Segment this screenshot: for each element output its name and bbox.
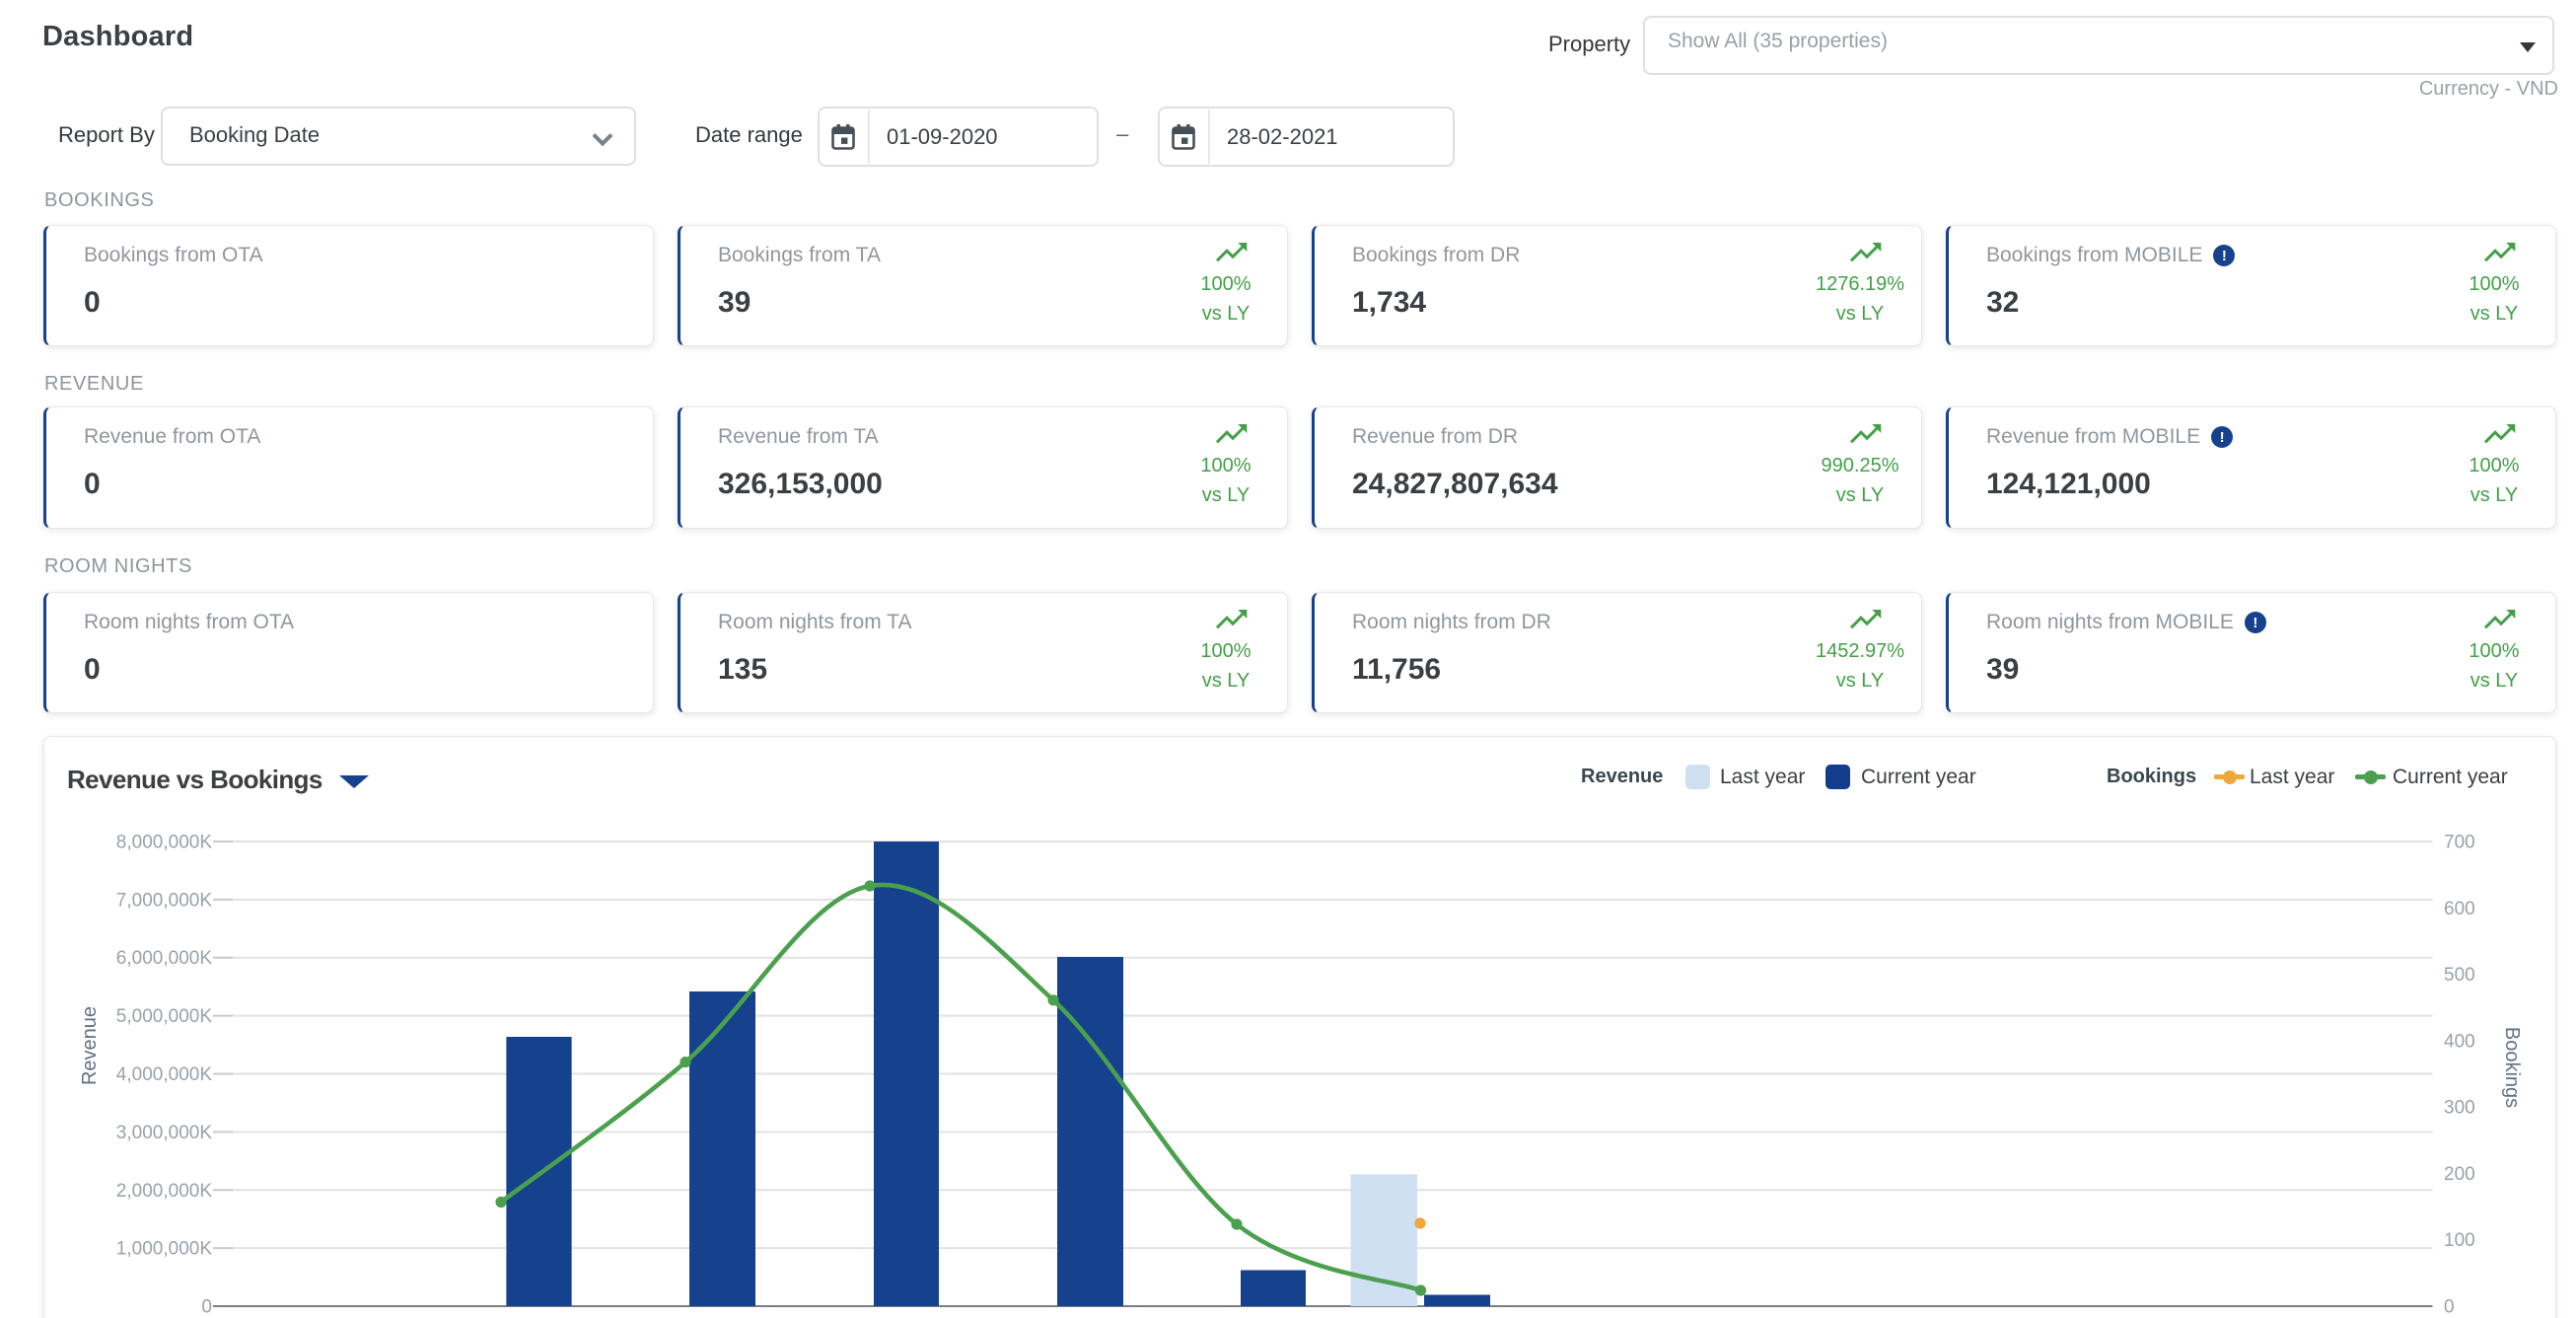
svg-text:Bookings: Bookings <box>2501 1027 2523 1108</box>
svg-text:1,000,000K: 1,000,000K <box>116 1239 213 1260</box>
svg-text:Revenue: Revenue <box>79 1006 101 1085</box>
svg-text:100: 100 <box>2444 1230 2475 1251</box>
svg-text:6,000,000K: 6,000,000K <box>116 948 213 969</box>
svg-text:700: 700 <box>2444 833 2475 853</box>
svg-text:7,000,000K: 7,000,000K <box>116 890 213 911</box>
svg-text:4,000,000K: 4,000,000K <box>116 1064 213 1085</box>
svg-text:300: 300 <box>2444 1098 2475 1119</box>
svg-text:0: 0 <box>201 1297 212 1318</box>
svg-text:0: 0 <box>2444 1297 2455 1318</box>
svg-text:5,000,000K: 5,000,000K <box>116 1006 213 1027</box>
svg-text:600: 600 <box>2444 899 2475 919</box>
svg-text:400: 400 <box>2444 1031 2475 1052</box>
svg-text:3,000,000K: 3,000,000K <box>116 1123 213 1143</box>
svg-text:500: 500 <box>2444 965 2475 986</box>
svg-text:8,000,000K: 8,000,000K <box>116 833 213 853</box>
svg-text:2,000,000K: 2,000,000K <box>116 1181 213 1202</box>
svg-text:200: 200 <box>2444 1164 2475 1185</box>
